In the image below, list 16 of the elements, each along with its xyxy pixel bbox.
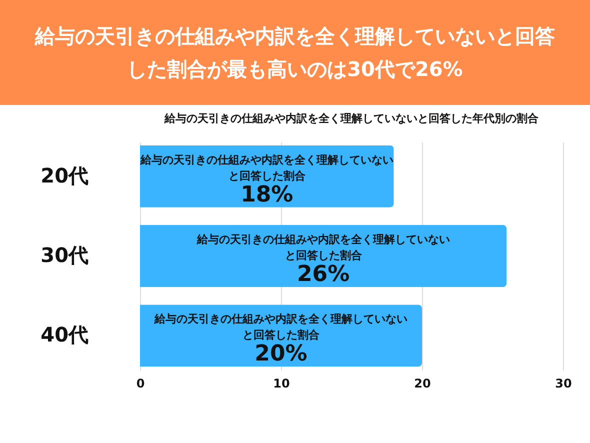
x-tick-label: 0 [136, 376, 145, 390]
data-label: 20% [254, 342, 308, 367]
x-tick-label: 20 [414, 376, 431, 390]
y-tick-label: 30代 [40, 243, 88, 267]
series-label: 給与の天引きの仕組みや内訳を全く理解していないと回答した割合 [139, 153, 394, 182]
chart-title: 給与の天引きの仕組みや内訳を全く理解していないと回答した割合が最も高いのは30代で26% [34, 22, 556, 82]
bar [140, 224, 507, 288]
text: 給与の天引きの仕組みや内訳を全く理解していないと回答した割合 [154, 312, 408, 342]
data-label: 26% [296, 262, 350, 287]
x-tick-label: 30 [555, 376, 572, 390]
text: 給与の天引きの仕組みや内訳を全く理解していないと回答した割合 [196, 233, 450, 262]
data-label: 18% [240, 182, 294, 208]
y-tick-label: 20代 [40, 163, 88, 188]
x-tick-label: 10 [273, 376, 290, 390]
y-tick-label: 40代 [40, 322, 88, 347]
chart-subtitle: 給与の天引きの仕組みや内訳を全く理解していないと回答した年代別の割合 [164, 112, 540, 125]
